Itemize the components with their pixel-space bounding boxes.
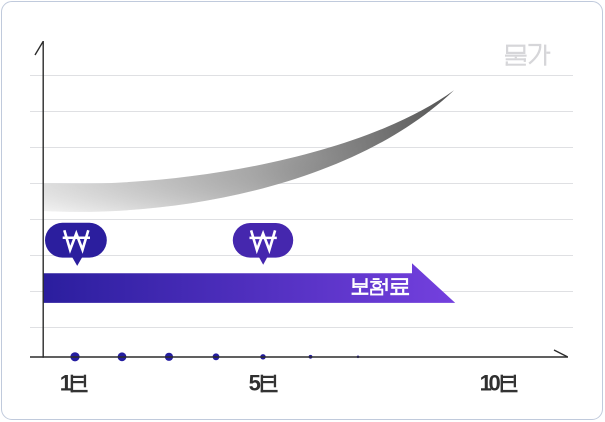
- svg-text:5: 5: [249, 370, 261, 395]
- svg-text:1: 1: [60, 370, 72, 395]
- svg-text:0: 0: [489, 370, 501, 395]
- svg-text:1: 1: [480, 370, 492, 395]
